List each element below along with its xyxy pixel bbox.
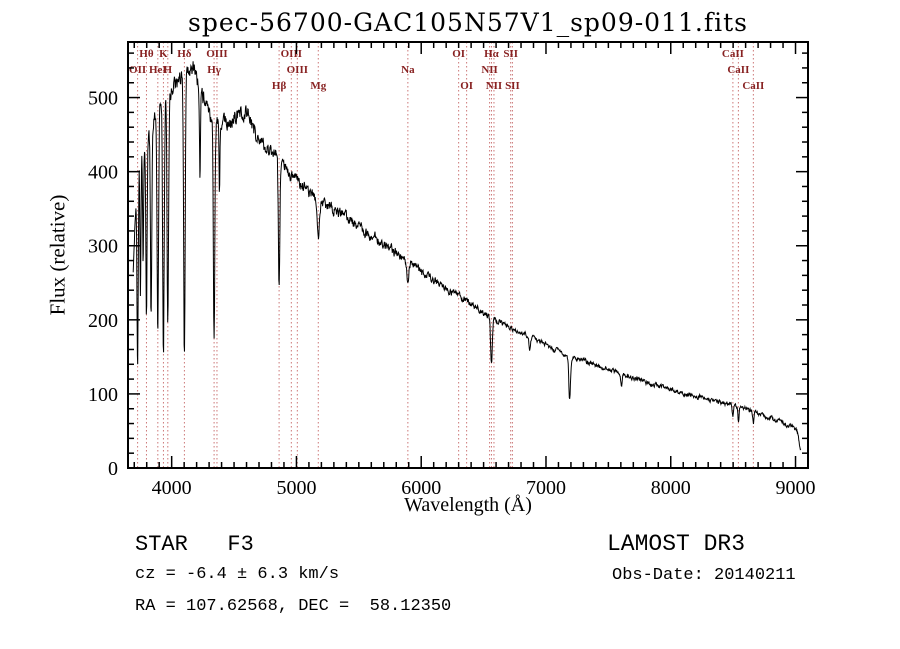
spectral-line-label: OI bbox=[460, 80, 473, 92]
spectral-line-label: CaII bbox=[727, 64, 749, 76]
y-tick-label: 0 bbox=[108, 458, 118, 480]
spectrum-chart: OIIHθHeIKHHδHγOIIIHβOIIIOIIIMgNaOIOINIIH… bbox=[88, 41, 816, 499]
y-tick-label: 200 bbox=[88, 310, 118, 332]
spectral-line-label: H bbox=[164, 64, 173, 76]
spectral-line-label: Hδ bbox=[177, 48, 192, 60]
axis-ticks bbox=[128, 42, 808, 469]
spectral-line-label: OIII bbox=[206, 48, 227, 60]
spectral-marker-lines bbox=[137, 42, 754, 468]
spectral-line-label: SII bbox=[505, 80, 520, 92]
obs-date-text: Obs-Date: 20140211 bbox=[612, 566, 796, 585]
spectral-line-label: OIII bbox=[281, 48, 302, 60]
cz-velocity-text: cz = -6.4 ± 6.3 km/s bbox=[135, 565, 340, 584]
x-tick-label: 6000 bbox=[401, 477, 441, 499]
x-tick-label: 5000 bbox=[276, 477, 316, 499]
spectral-line-label: Hγ bbox=[207, 64, 221, 76]
spectral-line-label: SII bbox=[503, 48, 518, 60]
spectrum-line bbox=[132, 61, 802, 451]
spectral-line-label: NII bbox=[486, 80, 503, 92]
x-tick-label: 8000 bbox=[651, 477, 691, 499]
classification-text: STAR F3 bbox=[135, 532, 254, 557]
x-axis-label: Wavelength (Å) bbox=[404, 494, 532, 516]
spectral-line-label: OII bbox=[129, 64, 146, 76]
y-tick-label: 500 bbox=[88, 88, 118, 110]
spectral-line-label: CaII bbox=[742, 80, 764, 92]
x-tick-label: 4000 bbox=[152, 477, 192, 499]
y-axis-label: Flux (relative) bbox=[45, 194, 70, 316]
spectral-line-label: Hθ bbox=[139, 48, 154, 60]
plot-frame bbox=[127, 41, 809, 469]
x-tick-label: 9000 bbox=[776, 477, 816, 499]
spectral-line-label: Na bbox=[401, 64, 415, 76]
spectral-line-label: Mg bbox=[310, 80, 326, 92]
spectral-line-label: Hβ bbox=[272, 80, 287, 92]
plot-title: spec-56700-GAC105N57V1_sp09-011.fits bbox=[188, 8, 748, 37]
spectral-line-label: Hα bbox=[484, 48, 500, 60]
spectral-line-label: NII bbox=[481, 64, 498, 76]
x-tick-label: 7000 bbox=[526, 477, 566, 499]
spectral-line-labels: OIIHθHeIKHHδHγOIIIHβOIIIOIIIMgNaOIOINIIH… bbox=[129, 48, 764, 92]
ra-dec-text: RA = 107.62568, DEC = 58.12350 bbox=[135, 597, 452, 616]
y-tick-label: 400 bbox=[88, 162, 118, 184]
spectral-line-label: OIII bbox=[287, 64, 308, 76]
spectral-line-label: OI bbox=[452, 48, 465, 60]
spectral-line-label: HeI bbox=[149, 64, 167, 76]
survey-release-text: LAMOST DR3 bbox=[607, 531, 746, 557]
spectral-line-label: CaII bbox=[722, 48, 744, 60]
spectral-line-label: K bbox=[159, 48, 168, 60]
y-tick-label: 100 bbox=[88, 384, 118, 406]
y-tick-label: 300 bbox=[88, 236, 118, 258]
